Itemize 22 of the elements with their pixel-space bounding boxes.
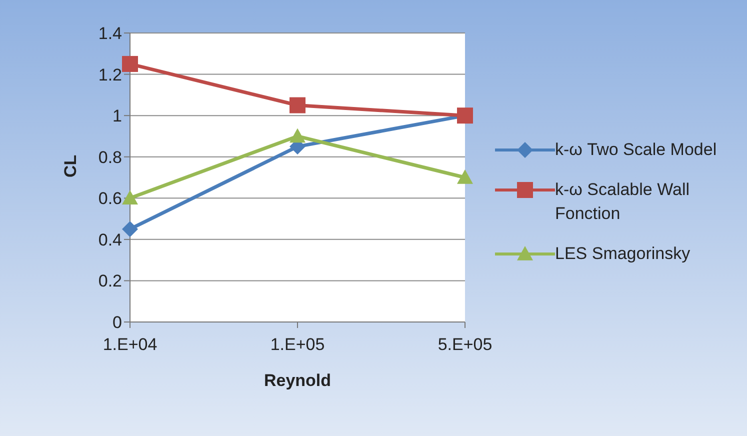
x-axis-title: Reynold	[264, 371, 332, 390]
y-axis-title: CL	[61, 154, 80, 178]
y-tick-label: 1	[112, 106, 122, 126]
x-tick-label: 5.E+05	[438, 335, 492, 354]
y-tick-label: 0.6	[98, 189, 122, 208]
legend-label: LES Smagorinsky	[555, 243, 692, 265]
y-tick-label: 0.4	[98, 230, 122, 250]
point	[457, 170, 473, 184]
x-tick-label: 1.E+05	[270, 335, 325, 354]
y-tick-label: 0	[112, 313, 122, 332]
point	[122, 190, 138, 205]
point	[290, 128, 306, 143]
legend-label: k-ω Scalable Wall Fonction	[555, 179, 691, 225]
y-tick-label: 0.2	[98, 272, 122, 291]
point	[122, 56, 138, 72]
legend-label: k-ω Two Scale Model	[555, 139, 718, 161]
y-tick-label: 0.8	[98, 148, 122, 167]
y-tick-label: 1.2	[98, 65, 122, 84]
y-tick-label: 1.4	[98, 24, 122, 44]
point	[290, 97, 306, 114]
point	[122, 221, 138, 238]
x-tick-label: 1.E+04	[102, 335, 158, 354]
